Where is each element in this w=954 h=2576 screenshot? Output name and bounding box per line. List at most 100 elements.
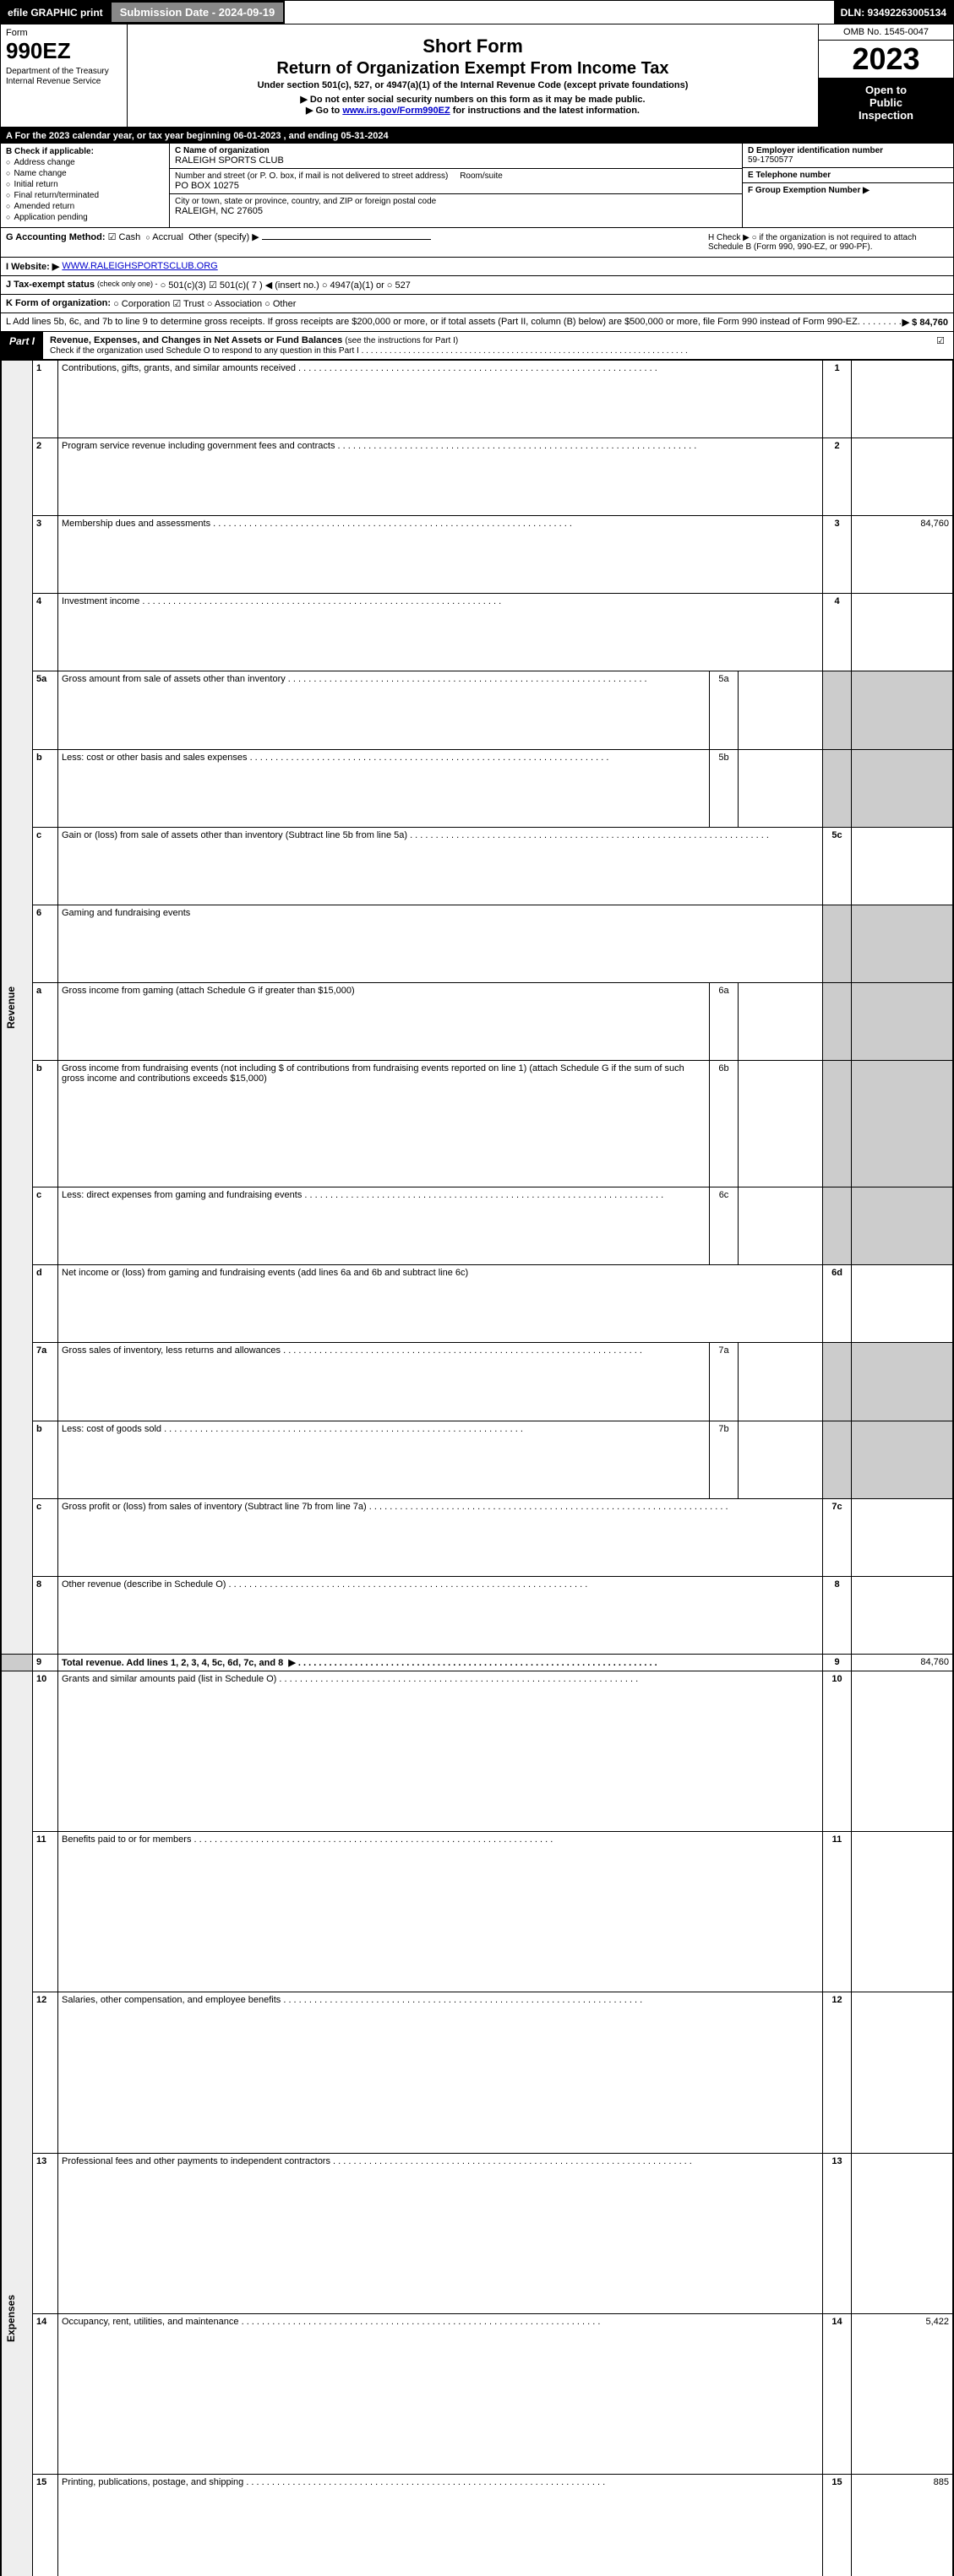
line-1-rnum: 1 — [823, 361, 852, 438]
line-6a-desc: Gross income from gaming (attach Schedul… — [58, 982, 710, 1060]
line-14-val: 5,422 — [852, 2313, 953, 2474]
line-7a-inval — [739, 1343, 823, 1421]
tax-year: 2023 — [819, 41, 953, 79]
line-3-rnum: 3 — [823, 516, 852, 594]
k-label: K Form of organization: — [6, 298, 111, 309]
open-l2: Public — [822, 96, 950, 109]
line-6b-row: b Gross income from fundraising events (… — [2, 1060, 953, 1187]
section-i: I Website: ▶ WWW.RALEIGHSPORTSCLUB.ORG — [1, 258, 953, 276]
check-application-pending[interactable]: Application pending — [6, 213, 164, 222]
line-7c-num: c — [33, 1498, 58, 1576]
line-4-val — [852, 594, 953, 671]
section-b-label: B Check if applicable: — [6, 147, 164, 156]
line-5c-desc: Gain or (loss) from sale of assets other… — [58, 827, 823, 905]
line-6a-num: a — [33, 982, 58, 1060]
room-label: Room/suite — [460, 171, 503, 181]
j-options[interactable]: ○ 501(c)(3) ☑ 501(c)( 7 ) ◀ (insert no.)… — [161, 280, 411, 291]
open-l3: Inspection — [822, 109, 950, 122]
top-bar: efile GRAPHIC print Submission Date - 20… — [1, 1, 953, 24]
go-to-link[interactable]: www.irs.gov/Form990EZ — [342, 106, 450, 116]
city-label: City or town, state or province, country… — [175, 197, 436, 206]
line-12-val — [852, 1992, 953, 2153]
form-word: Form — [6, 28, 122, 38]
line-10-row: Expenses 10 Grants and similar amounts p… — [2, 1671, 953, 1832]
street-label: Number and street (or P. O. box, if mail… — [175, 171, 448, 181]
line-7b-innum: 7b — [710, 1421, 739, 1498]
phone-label: E Telephone number — [748, 171, 831, 180]
section-l: L Add lines 5b, 6c, and 7b to line 9 to … — [1, 313, 953, 332]
city-row: City or town, state or province, country… — [170, 194, 742, 219]
header-left: Form 990EZ Department of the Treasury In… — [1, 24, 128, 127]
check-initial-return[interactable]: Initial return — [6, 180, 164, 189]
line-6b-inval — [739, 1060, 823, 1187]
form-990ez-container: efile GRAPHIC print Submission Date - 20… — [0, 0, 954, 2576]
line-9-val: 84,760 — [852, 1655, 953, 1671]
open-to-public-box: Open to Public Inspection — [819, 79, 953, 127]
org-name-row: C Name of organization RALEIGH SPORTS CL… — [170, 144, 742, 169]
return-title: Return of Organization Exempt From Incom… — [276, 59, 668, 79]
line-8-val — [852, 1576, 953, 1654]
line-2-val — [852, 438, 953, 516]
website-link[interactable]: WWW.RALEIGHSPORTSCLUB.ORG — [62, 261, 217, 272]
section-h: H Check ▶ ○ if the organization is not r… — [703, 231, 948, 253]
line-8-num: 8 — [33, 1576, 58, 1654]
line-5b-inval — [739, 749, 823, 827]
line-8-desc: Other revenue (describe in Schedule O) — [58, 1576, 823, 1654]
header-mid: Short Form Return of Organization Exempt… — [128, 24, 818, 127]
line-5c-row: c Gain or (loss) from sale of assets oth… — [2, 827, 953, 905]
section-a-bar: A For the 2023 calendar year, or tax yea… — [1, 128, 953, 144]
j-label: J Tax-exempt status — [6, 280, 95, 291]
h-text: H Check ▶ ○ if the organization is not r… — [708, 233, 917, 252]
line-6c-desc: Less: direct expenses from gaming and fu… — [58, 1187, 710, 1265]
city-value: RALEIGH, NC 27605 — [175, 206, 737, 216]
g-cash-checkbox[interactable]: Cash — [108, 232, 141, 242]
check-address-change[interactable]: Address change — [6, 158, 164, 167]
line-6d-num: d — [33, 1265, 58, 1343]
ein-label: D Employer identification number — [748, 146, 883, 155]
line-9-desc: Total revenue. Add lines 1, 2, 3, 4, 5c,… — [58, 1655, 823, 1671]
line-4-rnum: 4 — [823, 594, 852, 671]
line-5a-innum: 5a — [710, 671, 739, 749]
check-final-return[interactable]: Final return/terminated — [6, 191, 164, 200]
dln-label: DLN: 93492263005134 — [834, 1, 953, 24]
line-6b-desc: Gross income from fundraising events (no… — [58, 1060, 710, 1187]
line-6-desc: Gaming and fundraising events — [58, 905, 823, 982]
section-k: K Form of organization: ○ Corporation ☑ … — [1, 295, 953, 313]
line-6d-val — [852, 1265, 953, 1343]
k-options[interactable]: ○ Corporation ☑ Trust ○ Association ○ Ot… — [113, 298, 296, 309]
line-3-num: 3 — [33, 516, 58, 594]
line-7b-num: b — [33, 1421, 58, 1498]
g-other-input[interactable] — [262, 239, 431, 240]
line-15-rnum: 15 — [823, 2475, 852, 2576]
line-11-desc: Benefits paid to or for members — [58, 1832, 823, 1992]
line-12-row: 12 Salaries, other compensation, and emp… — [2, 1992, 953, 2153]
line-11-num: 11 — [33, 1832, 58, 1992]
line-6a-rvalshade — [852, 982, 953, 1060]
go-to-text: ▶ Go to www.irs.gov/Form990EZ for instru… — [306, 105, 640, 116]
line-6-rvalshade — [852, 905, 953, 982]
check-amended-return[interactable]: Amended return — [6, 202, 164, 211]
line-13-val — [852, 2153, 953, 2313]
section-g: G Accounting Method: Cash Accrual Other … — [6, 231, 703, 242]
g-other-label: Other (specify) ▶ — [188, 232, 259, 242]
line-5b-rshade — [823, 749, 852, 827]
g-accrual-checkbox[interactable]: Accrual — [145, 232, 183, 242]
efile-print-button[interactable]: efile GRAPHIC print — [1, 1, 110, 24]
line-1-val — [852, 361, 953, 438]
line-6c-rshade — [823, 1187, 852, 1265]
org-name-label: C Name of organization — [175, 146, 270, 155]
line-6c-rvalshade — [852, 1187, 953, 1265]
line-5b-num: b — [33, 749, 58, 827]
part-i-checkbox[interactable]: ☑ — [928, 332, 953, 359]
line-3-row: 3 Membership dues and assessments 3 84,7… — [2, 516, 953, 594]
line-4-desc: Investment income — [58, 594, 823, 671]
line-10-desc: Grants and similar amounts paid (list in… — [58, 1671, 823, 1832]
check-name-change[interactable]: Name change — [6, 169, 164, 178]
line-7b-rshade — [823, 1421, 852, 1498]
line-5a-row: 5a Gross amount from sale of assets othe… — [2, 671, 953, 749]
line-5b-rvalshade — [852, 749, 953, 827]
part-i-title: Revenue, Expenses, and Changes in Net As… — [43, 332, 928, 359]
line-6a-rshade — [823, 982, 852, 1060]
line-13-rnum: 13 — [823, 2153, 852, 2313]
line-1-desc: Contributions, gifts, grants, and simila… — [58, 361, 823, 438]
